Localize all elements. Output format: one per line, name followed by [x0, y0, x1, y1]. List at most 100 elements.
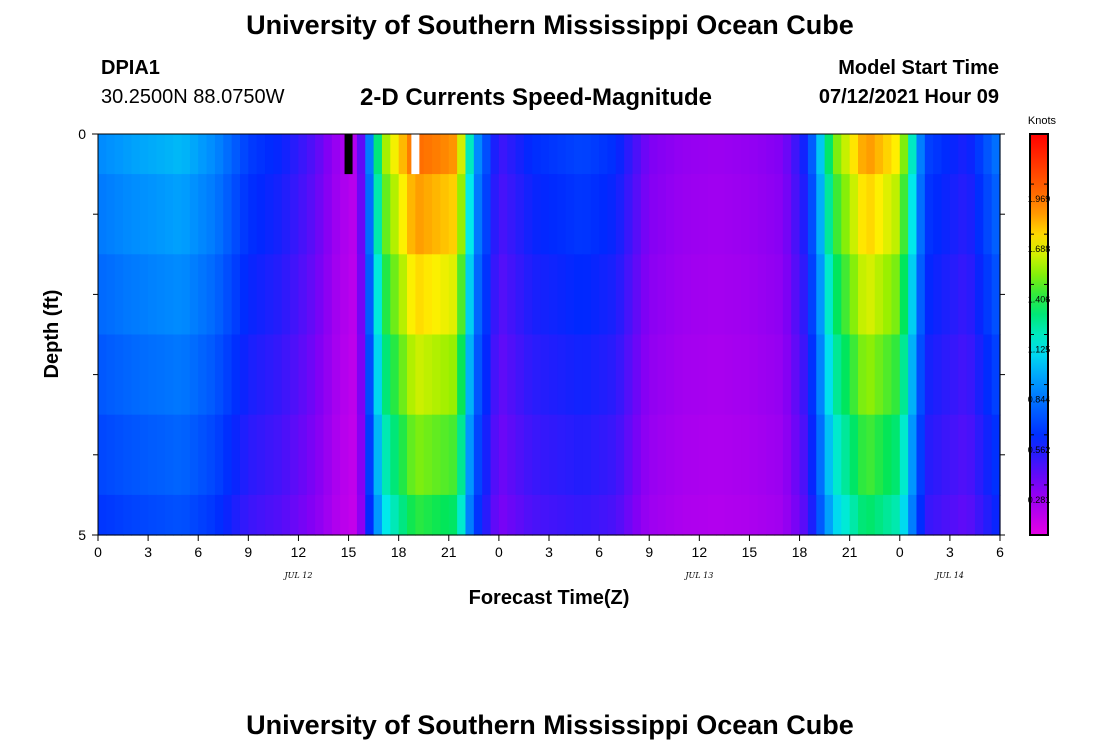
heatmap-cell: [958, 254, 968, 336]
heatmap-cell: [356, 414, 366, 496]
heatmap-cell: [373, 254, 383, 336]
heatmap-cell: [807, 494, 817, 536]
heatmap-cell: [415, 134, 425, 175]
heatmap-cell: [958, 334, 968, 416]
heatmap-cell: [949, 414, 959, 496]
heatmap-cell: [824, 134, 834, 175]
heatmap-cell: [540, 494, 550, 536]
heatmap-cell: [390, 134, 400, 175]
heatmap-cell: [515, 414, 525, 496]
heatmap-cell: [582, 134, 592, 175]
heatmap-cell: [148, 494, 158, 536]
heatmap-cell: [290, 254, 300, 336]
heatmap-cell: [131, 414, 141, 496]
heatmap-cell: [849, 134, 859, 175]
heatmap-cell: [315, 334, 325, 416]
heatmap-cell: [782, 134, 792, 175]
heatmap-cell: [949, 134, 959, 175]
heatmap-cell: [899, 334, 909, 416]
heatmap-cell: [849, 494, 859, 536]
heatmap-cell: [106, 174, 116, 255]
heatmap-cell: [365, 334, 375, 416]
heatmap-cell: [924, 174, 934, 255]
x-tick-label: 9: [645, 544, 653, 560]
heatmap-cell: [716, 414, 725, 496]
heatmap-cell: [916, 134, 926, 175]
heatmap-cell: [239, 134, 249, 175]
heatmap-cell: [874, 134, 884, 175]
heatmap-cell: [306, 334, 316, 416]
heatmap-cell: [607, 334, 617, 416]
heatmap-cell: [507, 414, 517, 496]
heatmap-cell: [390, 254, 400, 336]
heatmap-cell: [757, 174, 767, 255]
heatmap-cell: [181, 334, 191, 416]
heatmap-cell: [373, 414, 383, 496]
heatmap-cell: [824, 334, 834, 416]
heatmap-cell: [832, 254, 842, 336]
heatmap-cell: [239, 254, 249, 336]
heatmap-cell: [432, 334, 442, 416]
heatmap-cell: [214, 334, 224, 416]
heatmap-cell: [690, 174, 700, 255]
heatmap-cell: [657, 334, 667, 416]
model-start-value: 07/12/2021 Hour 09: [818, 86, 999, 108]
heatmap-cell: [498, 494, 508, 536]
heatmap-cell: [874, 174, 884, 255]
heatmap-cell: [440, 134, 450, 175]
heatmap-cell: [958, 174, 968, 255]
heatmap-cell: [114, 334, 124, 416]
heatmap-cell: [557, 414, 567, 496]
x-tick-label: 15: [341, 544, 357, 560]
chart-subtitle: 2-D Currents Speed-Magnitude: [360, 84, 713, 111]
heatmap-cell: [699, 494, 709, 536]
heatmap-cell: [849, 174, 859, 255]
x-tick-label: 0: [495, 544, 503, 560]
heatmap-cell: [732, 174, 742, 255]
heatmap-cell: [482, 414, 492, 496]
heatmap-cell: [849, 254, 859, 336]
heatmap-cell: [974, 334, 984, 416]
date-label: JUL 14: [934, 571, 964, 580]
heatmap-cell: [148, 134, 158, 175]
heatmap-cell: [306, 494, 316, 536]
heatmap-cell: [239, 174, 249, 255]
heatmap-cell: [557, 174, 567, 255]
heatmap-cell: [290, 174, 300, 255]
heatmap-cell: [574, 494, 584, 536]
heatmap-cell: [674, 174, 684, 255]
heatmap-cell: [991, 254, 1001, 336]
heatmap-cell: [123, 174, 133, 255]
heatmap-cell: [766, 254, 776, 336]
heatmap-cell: [582, 174, 592, 255]
time-markers: [344, 134, 420, 175]
heatmap-cell: [381, 494, 391, 536]
heatmap-cell: [599, 414, 609, 496]
heatmap-cell: [933, 494, 943, 536]
heatmap-cell: [974, 134, 984, 175]
heatmap-cell: [306, 134, 316, 175]
station-id: DPIA1: [101, 57, 160, 79]
x-tick-label: 0: [896, 544, 904, 560]
heatmap-cell: [315, 254, 325, 336]
heatmap-cell: [657, 134, 667, 175]
heatmap-cell: [832, 494, 842, 536]
heatmap-cell: [189, 334, 199, 416]
heatmap-cell: [273, 334, 283, 416]
heatmap-cell: [657, 254, 667, 336]
heatmap-cell: [114, 254, 124, 336]
heatmap-cell: [515, 334, 525, 416]
heatmap-cell: [532, 334, 542, 416]
heatmap-cell: [148, 254, 158, 336]
heatmap-cell: [398, 174, 408, 255]
heatmap-cell: [98, 414, 107, 496]
heatmap-cell: [807, 334, 817, 416]
heatmap-cell: [173, 134, 183, 175]
heatmap-cell: [624, 254, 634, 336]
heatmap-cell: [816, 174, 826, 255]
heatmap-cell: [189, 494, 199, 536]
heatmap-cell: [348, 134, 358, 175]
heatmap-cell: [974, 414, 984, 496]
heatmap-cell: [590, 334, 600, 416]
heatmap-cell: [532, 174, 542, 255]
